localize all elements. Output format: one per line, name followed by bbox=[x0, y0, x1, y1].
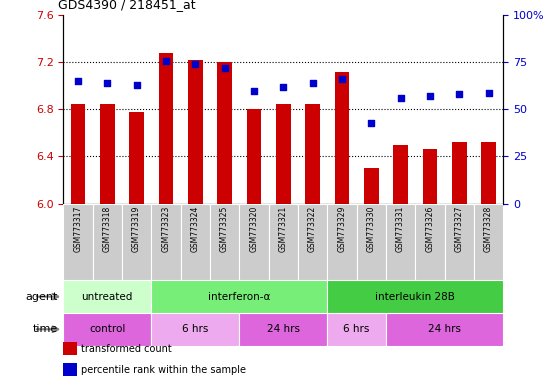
Point bbox=[426, 93, 434, 99]
Bar bbox=[474, 204, 503, 280]
Text: GSM773320: GSM773320 bbox=[249, 206, 258, 252]
Bar bbox=[268, 204, 298, 280]
Text: 24 hrs: 24 hrs bbox=[428, 324, 461, 334]
Bar bbox=[151, 313, 239, 346]
Bar bbox=[151, 204, 180, 280]
Bar bbox=[158, 53, 173, 204]
Bar bbox=[217, 62, 232, 204]
Point bbox=[191, 61, 200, 67]
Text: GSM773326: GSM773326 bbox=[425, 206, 435, 252]
Point bbox=[162, 58, 170, 64]
Text: 6 hrs: 6 hrs bbox=[343, 324, 370, 334]
Bar bbox=[239, 204, 268, 280]
Text: 24 hrs: 24 hrs bbox=[267, 324, 300, 334]
Bar bbox=[276, 104, 290, 204]
Text: GSM773331: GSM773331 bbox=[396, 206, 405, 252]
Bar bbox=[305, 104, 320, 204]
Point bbox=[220, 65, 229, 71]
Point bbox=[74, 78, 82, 84]
Bar bbox=[239, 313, 327, 346]
Bar bbox=[364, 168, 378, 204]
Bar bbox=[63, 204, 92, 280]
Text: GSM773317: GSM773317 bbox=[73, 206, 82, 252]
Point bbox=[250, 88, 258, 94]
Bar bbox=[63, 313, 151, 346]
Bar bbox=[481, 142, 496, 204]
Bar bbox=[180, 204, 210, 280]
Bar bbox=[298, 204, 327, 280]
Bar bbox=[70, 104, 85, 204]
Text: GSM773325: GSM773325 bbox=[220, 206, 229, 252]
Text: GSM773324: GSM773324 bbox=[191, 206, 200, 252]
Text: GSM773319: GSM773319 bbox=[132, 206, 141, 252]
Bar bbox=[356, 204, 386, 280]
Point bbox=[308, 80, 317, 86]
Bar bbox=[327, 313, 386, 346]
Point bbox=[396, 95, 405, 101]
Text: GSM773329: GSM773329 bbox=[337, 206, 346, 252]
Point bbox=[455, 91, 464, 98]
Point bbox=[132, 82, 141, 88]
Text: GSM773327: GSM773327 bbox=[455, 206, 464, 252]
Text: GSM773330: GSM773330 bbox=[367, 206, 376, 252]
Bar bbox=[188, 60, 202, 204]
Text: interleukin 28B: interleukin 28B bbox=[375, 291, 455, 302]
Text: GSM773323: GSM773323 bbox=[161, 206, 170, 252]
Point bbox=[279, 84, 288, 90]
Bar bbox=[415, 204, 444, 280]
Bar bbox=[386, 313, 503, 346]
Point bbox=[367, 119, 376, 126]
Text: percentile rank within the sample: percentile rank within the sample bbox=[81, 365, 246, 375]
Bar bbox=[452, 142, 466, 204]
Bar bbox=[444, 204, 474, 280]
Text: interferon-α: interferon-α bbox=[208, 291, 271, 302]
Text: agent: agent bbox=[25, 291, 58, 302]
Bar bbox=[122, 204, 151, 280]
Bar bbox=[129, 112, 144, 204]
Text: untreated: untreated bbox=[81, 291, 133, 302]
Bar bbox=[92, 204, 122, 280]
Text: GSM773328: GSM773328 bbox=[484, 206, 493, 252]
Bar bbox=[210, 204, 239, 280]
Bar bbox=[334, 72, 349, 204]
Bar bbox=[327, 280, 503, 313]
Point bbox=[484, 89, 493, 96]
Bar bbox=[100, 104, 114, 204]
Text: GDS4390 / 218451_at: GDS4390 / 218451_at bbox=[58, 0, 195, 12]
Bar bbox=[327, 204, 356, 280]
Text: GSM773322: GSM773322 bbox=[308, 206, 317, 252]
Text: 6 hrs: 6 hrs bbox=[182, 324, 208, 334]
Bar bbox=[151, 280, 327, 313]
Text: GSM773318: GSM773318 bbox=[103, 206, 112, 252]
Text: GSM773321: GSM773321 bbox=[279, 206, 288, 252]
Point bbox=[103, 80, 112, 86]
Bar bbox=[63, 280, 151, 313]
Text: control: control bbox=[89, 324, 125, 334]
Bar bbox=[246, 109, 261, 204]
Bar bbox=[386, 204, 415, 280]
Bar bbox=[393, 145, 408, 204]
Bar bbox=[422, 149, 437, 204]
Text: time: time bbox=[32, 324, 58, 334]
Point bbox=[338, 76, 346, 83]
Text: transformed count: transformed count bbox=[81, 344, 172, 354]
